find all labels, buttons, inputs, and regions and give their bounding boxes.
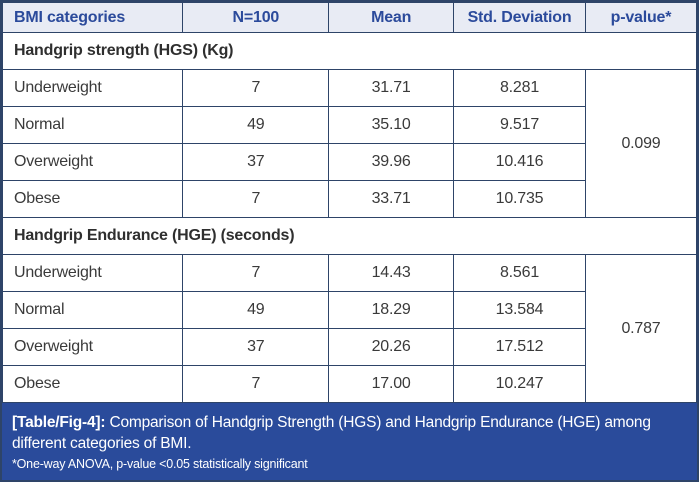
cell-n: 37 [182, 328, 330, 366]
cell-mean: 20.26 [328, 328, 455, 366]
cell-n: 49 [182, 106, 330, 144]
cell-mean: 35.10 [328, 106, 455, 144]
cell-category: Underweight [2, 69, 184, 107]
cell-mean: 39.96 [328, 143, 455, 181]
cell-p-value-hgs: 0.099 [584, 69, 697, 218]
table-row: Underweight 7 14.43 8.561 0.787 [2, 254, 697, 403]
cell-n: 7 [182, 254, 330, 292]
column-header-bmi-categories: BMI categories [2, 2, 184, 33]
cell-n: 7 [182, 365, 330, 403]
caption-footnote: *One-way ANOVA, p-value <0.05 statistica… [12, 457, 308, 471]
cell-mean: 14.43 [328, 254, 455, 292]
cell-std: 13.584 [453, 291, 586, 329]
cell-category: Normal [2, 291, 184, 329]
cell-std: 8.561 [453, 254, 586, 292]
cell-category: Obese [2, 180, 184, 218]
section-header-hge: Handgrip Endurance (HGE) (seconds) [2, 217, 697, 255]
cell-category: Obese [2, 365, 184, 403]
table-row: Normal 49 35.10 9.517 [2, 106, 697, 144]
bmi-comparison-table: BMI categories N=100 Mean Std. Deviation… [2, 2, 697, 403]
caption-body: Comparison of Handgrip Strength (HGS) an… [12, 414, 651, 452]
cell-n: 37 [182, 143, 330, 181]
cell-mean: 33.71 [328, 180, 455, 218]
cell-category: Overweight [2, 143, 184, 181]
cell-std: 10.247 [453, 365, 586, 403]
column-header-p-value: p-value* [584, 2, 697, 33]
cell-std: 9.517 [453, 106, 586, 144]
column-header-mean: Mean [328, 2, 455, 33]
column-header-n: N=100 [182, 2, 330, 33]
section-header-hgs: Handgrip strength (HGS) (Kg) [2, 32, 697, 70]
cell-n: 7 [182, 69, 330, 107]
cell-mean: 31.71 [328, 69, 455, 107]
section-title-hge: Handgrip Endurance (HGE) (seconds) [2, 217, 697, 255]
cell-category: Overweight [2, 328, 184, 366]
caption-label: [Table/Fig-4]: [12, 414, 106, 431]
table-row: Overweight 37 39.96 10.416 [2, 143, 697, 181]
cell-n: 49 [182, 291, 330, 329]
header-row: BMI categories N=100 Mean Std. Deviation… [2, 2, 697, 33]
cell-n: 7 [182, 180, 330, 218]
column-header-std-deviation: Std. Deviation [453, 2, 586, 33]
table-row: Obese 7 17.00 10.247 [2, 365, 697, 403]
caption: [Table/Fig-4]: Comparison of Handgrip St… [2, 403, 697, 480]
cell-mean: 18.29 [328, 291, 455, 329]
cell-p-value-hge: 0.787 [584, 254, 697, 403]
cell-std: 10.416 [453, 143, 586, 181]
cell-mean: 17.00 [328, 365, 455, 403]
table-row: Underweight 7 31.71 8.281 0.099 [2, 69, 697, 218]
cell-std: 10.735 [453, 180, 586, 218]
section-title-hgs: Handgrip strength (HGS) (Kg) [2, 32, 697, 70]
caption-text: [Table/Fig-4]: Comparison of Handgrip St… [12, 412, 687, 454]
table-row: Obese 7 33.71 10.735 [2, 180, 697, 218]
cell-category: Underweight [2, 254, 184, 292]
cell-std: 8.281 [453, 69, 586, 107]
cell-category: Normal [2, 106, 184, 144]
table-row: Overweight 37 20.26 17.512 [2, 328, 697, 366]
cell-std: 17.512 [453, 328, 586, 366]
